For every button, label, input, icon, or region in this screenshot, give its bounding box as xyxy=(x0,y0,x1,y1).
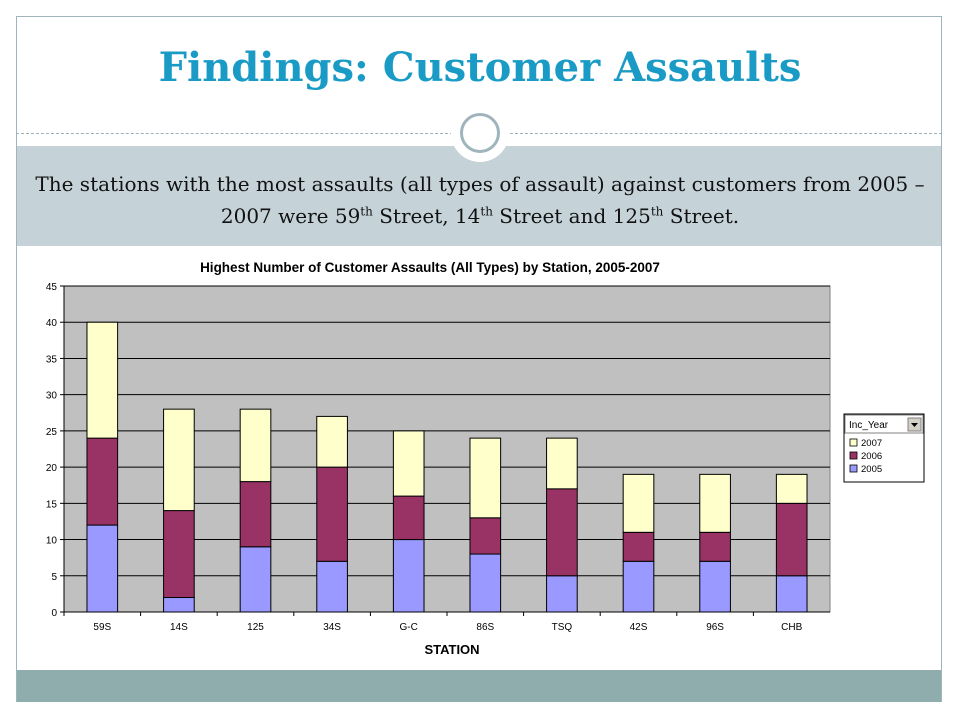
subtitle-text-1: The stations with the most assaults (all… xyxy=(35,172,925,228)
x-tick-label: G-C xyxy=(400,622,418,633)
y-tick-label: 0 xyxy=(51,608,57,619)
x-tick-label: 96S xyxy=(706,622,724,633)
bar-14s-2005 xyxy=(163,597,195,613)
bar-86s-2005 xyxy=(469,553,502,613)
x-tick-label: 86S xyxy=(476,622,494,633)
bar-86s-2006 xyxy=(469,517,502,555)
x-tick-label: CHB xyxy=(781,622,802,633)
legend-label-2005: 2005 xyxy=(861,464,882,475)
chart-title: Highest Number of Customer Assaults (All… xyxy=(200,260,660,275)
y-tick-label: 25 xyxy=(46,427,58,438)
bar-96s-2005 xyxy=(699,560,731,613)
bar-125-2006 xyxy=(239,481,272,548)
bar-chb-2005 xyxy=(775,575,808,613)
legend-label-2007: 2007 xyxy=(861,438,882,449)
bar-125-2007 xyxy=(239,408,272,483)
x-axis-label: STATION xyxy=(424,642,479,657)
bars xyxy=(86,321,808,613)
bar-14s-2007 xyxy=(163,408,195,512)
bar-34s-2005 xyxy=(316,560,348,613)
y-axis-ticks: 0 5 10 15 20 25 30 35 40 45 xyxy=(46,282,64,619)
subtitle-text-2: Street, 14 xyxy=(372,204,481,228)
bar-96s-2007 xyxy=(699,473,731,533)
bar-g-c-2007 xyxy=(392,430,425,497)
subtitle-sup-3: th xyxy=(650,204,664,219)
legend-swatch-2006 xyxy=(849,451,858,460)
legend-swatch-2005 xyxy=(849,464,858,473)
bar-96s-2006 xyxy=(699,531,731,562)
bar-chb-2006 xyxy=(775,502,808,577)
x-tick-label: 59S xyxy=(93,622,111,633)
footer-band xyxy=(17,670,941,702)
chart-area: Highest Number of Customer Assaults (All… xyxy=(24,246,936,666)
legend-header xyxy=(844,414,924,434)
legend-items: 2007 2006 2005 xyxy=(849,438,882,475)
bar-34s-2006 xyxy=(316,466,348,562)
bar-86s-2007 xyxy=(469,437,502,519)
y-tick-label: 40 xyxy=(46,318,58,329)
bar-g-c-2005 xyxy=(392,539,425,613)
y-tick-label: 5 xyxy=(51,572,57,583)
y-tick-label: 45 xyxy=(46,282,58,293)
y-tick-label: 15 xyxy=(46,499,58,510)
y-tick-label: 20 xyxy=(46,463,58,474)
subtitle-text-4: Street. xyxy=(663,204,740,228)
bar-59s-2005 xyxy=(86,524,119,613)
subtitle-sup-2: th xyxy=(480,204,493,219)
legend-label-2006: 2006 xyxy=(861,451,882,462)
x-tick-label: 34S xyxy=(323,622,341,633)
subtitle-sup-1: th xyxy=(360,204,373,219)
bar-tsq-2005 xyxy=(546,575,578,613)
y-tick-label: 30 xyxy=(46,391,58,402)
bar-34s-2007 xyxy=(316,415,348,468)
legend-swatch-2007 xyxy=(849,438,858,447)
bar-chb-2007 xyxy=(775,473,808,504)
y-tick-label: 35 xyxy=(46,354,58,365)
y-tick-label: 10 xyxy=(46,536,58,547)
bar-g-c-2006 xyxy=(392,495,425,541)
bar-59s-2007 xyxy=(86,321,119,439)
legend-title: Inc_Year xyxy=(849,420,889,431)
bar-59s-2006 xyxy=(86,437,119,526)
ring-icon xyxy=(460,113,500,153)
subtitle-text-3: Street and 125 xyxy=(492,204,651,228)
slide-subtitle: The stations with the most assaults (all… xyxy=(30,168,930,232)
subtitle-band xyxy=(17,146,941,246)
x-tick-label: 14S xyxy=(170,622,188,633)
bar-42s-2007 xyxy=(622,473,655,533)
x-axis-ticks: 59S 14S 125 34S G-C 86S TSQ 42S 96S CHB xyxy=(63,612,803,633)
bar-14s-2006 xyxy=(163,510,195,599)
bar-125-2005 xyxy=(239,546,272,613)
x-tick-label: 42S xyxy=(630,622,648,633)
x-tick-label: 125 xyxy=(247,622,264,633)
bar-42s-2005 xyxy=(622,560,655,613)
stacked-bar-chart: Highest Number of Customer Assaults (All… xyxy=(46,260,925,657)
slide-title: Findings: Customer Assaults xyxy=(158,44,802,91)
bar-tsq-2007 xyxy=(546,437,578,490)
x-tick-label: TSQ xyxy=(552,622,573,633)
bar-42s-2006 xyxy=(622,531,655,562)
legend: Inc_Year 2007 2006 2005 xyxy=(843,413,925,483)
chevron-down-icon xyxy=(911,423,918,427)
bar-tsq-2006 xyxy=(546,488,578,577)
